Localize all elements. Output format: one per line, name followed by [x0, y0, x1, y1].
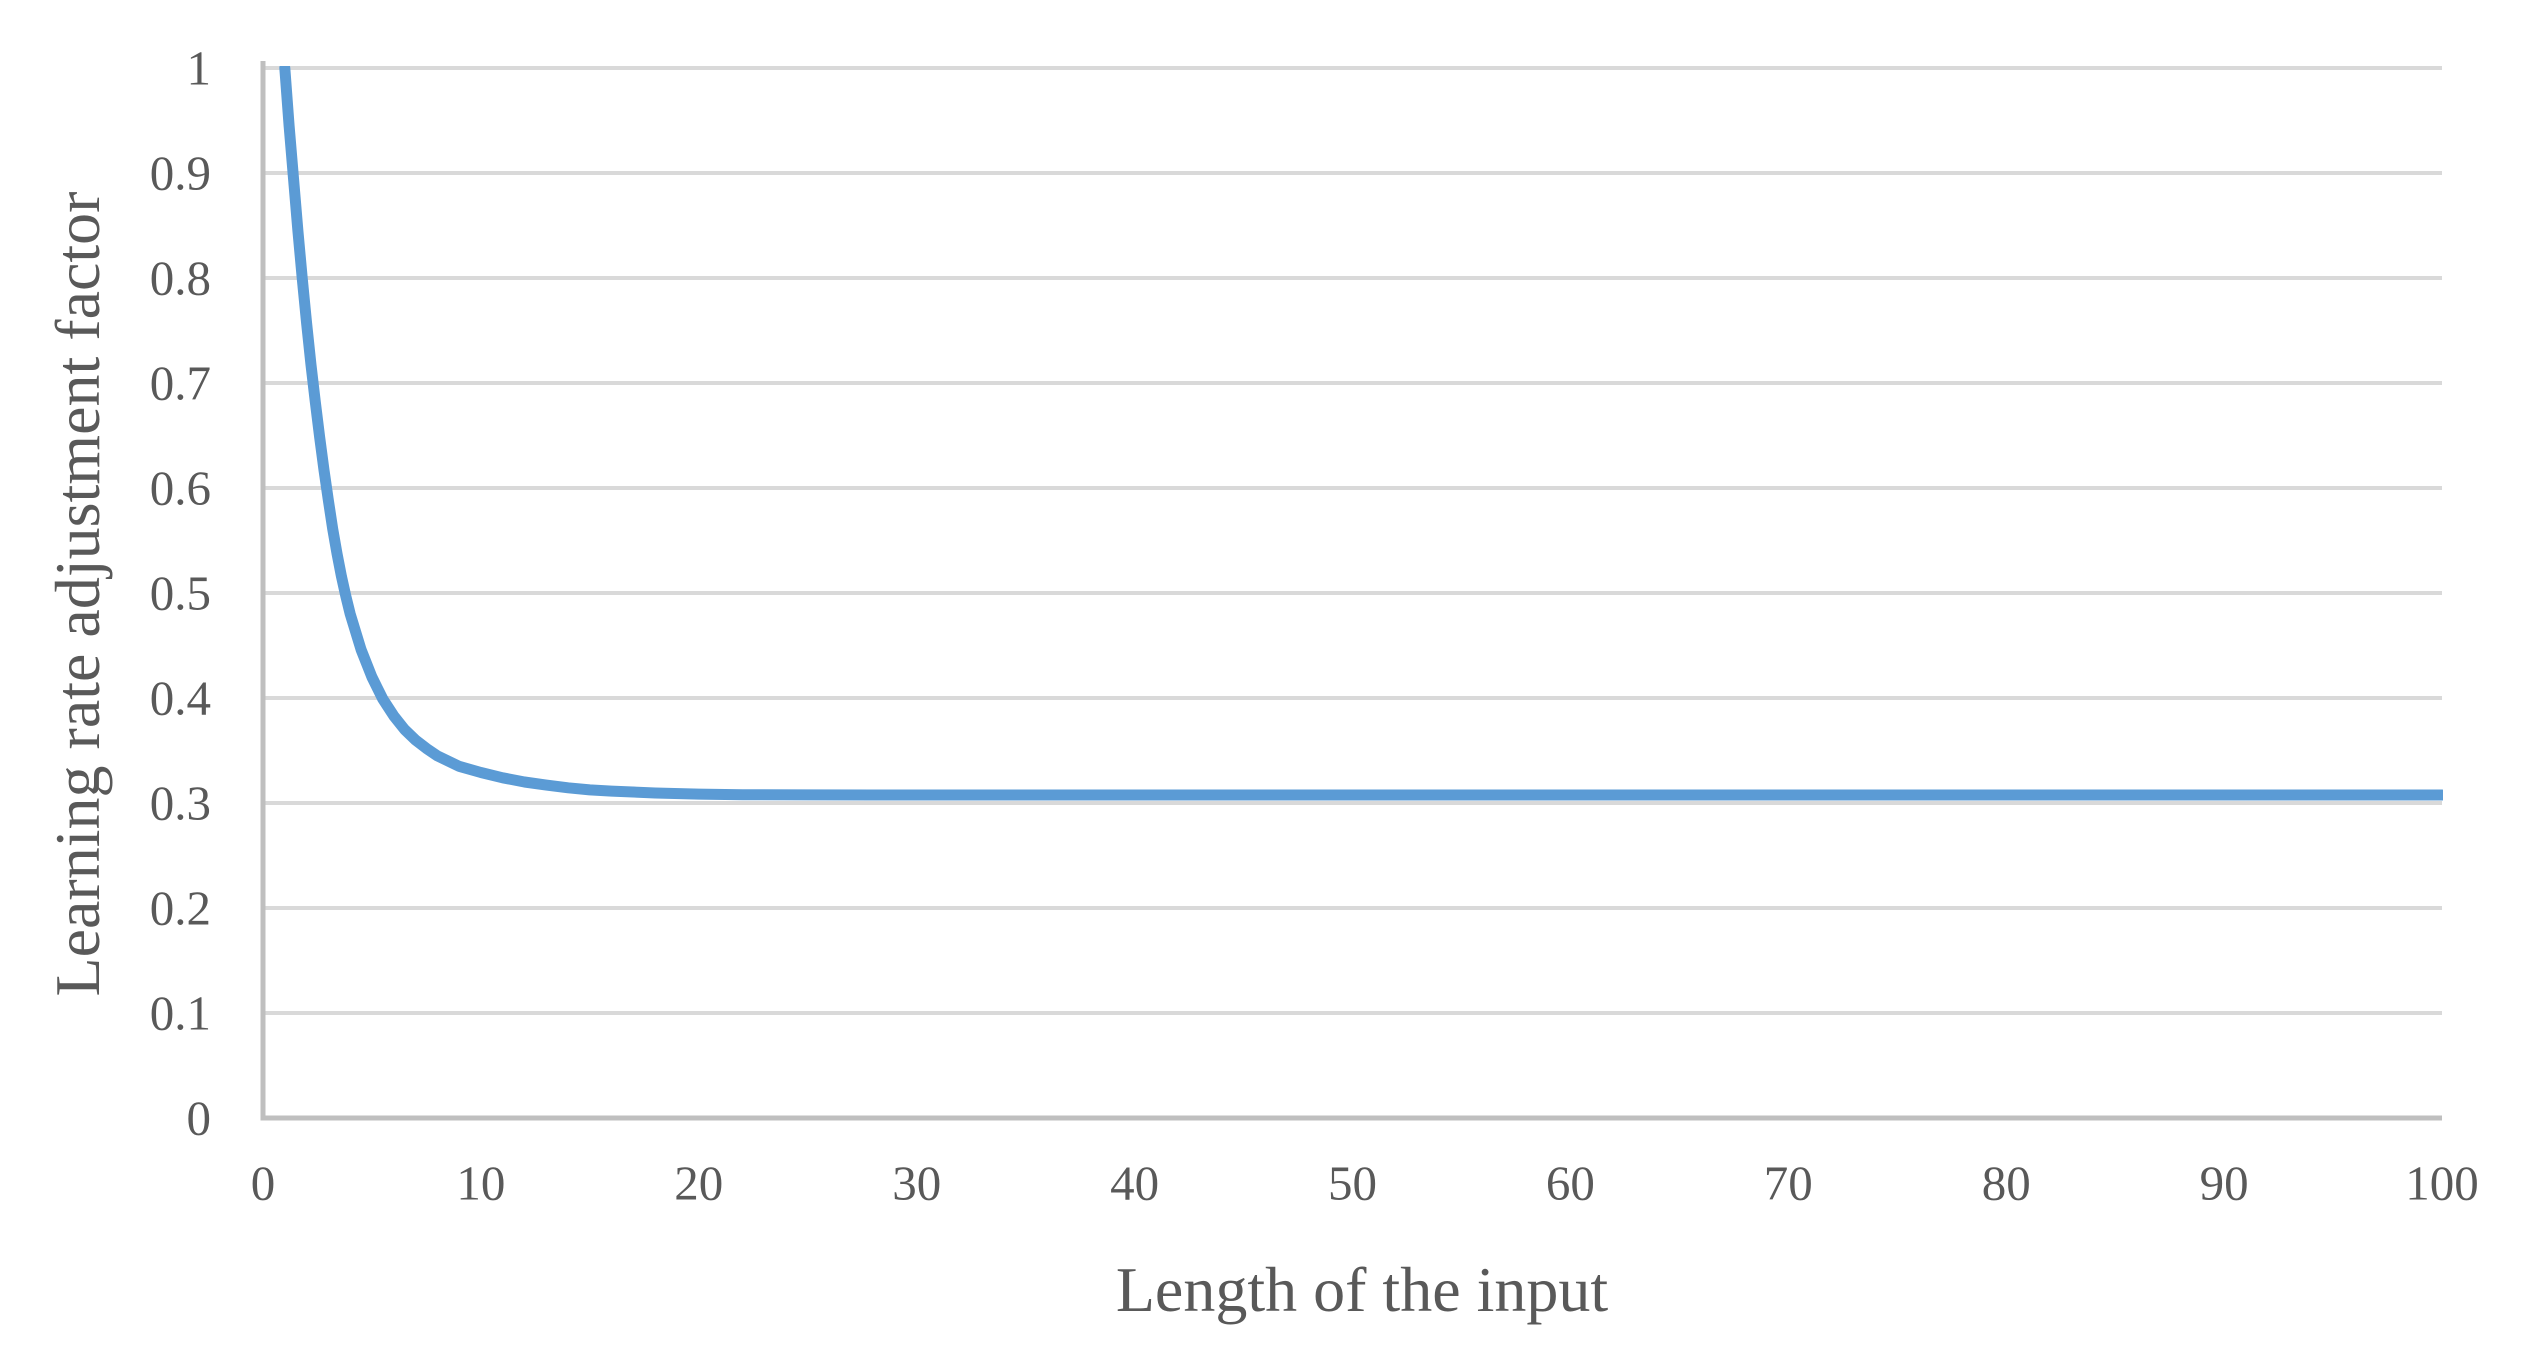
y-tick-label: 0	[186, 1090, 212, 1146]
x-tick-label: 70	[1763, 1155, 1813, 1211]
x-axis-title: Length of the input	[1115, 1254, 1609, 1325]
y-tick-label: 0.1	[149, 985, 211, 1041]
x-tick-label: 60	[1545, 1155, 1595, 1211]
y-tick-label: 0.3	[149, 775, 211, 831]
curve-learning-rate-adjustment	[279, 66, 2443, 801]
x-tick-label: 30	[892, 1155, 942, 1211]
x-tick-label: 90	[2199, 1155, 2249, 1211]
y-tick-label: 0.5	[149, 565, 211, 621]
y-tick-label: 0.9	[149, 145, 211, 201]
x-tick-label: 40	[1110, 1155, 1160, 1211]
y-tick-label: 0.6	[149, 460, 211, 516]
y-tick-label: 0.7	[149, 355, 211, 411]
y-tick-label: 0.2	[149, 880, 211, 936]
y-tick-label: 1	[186, 40, 212, 96]
y-tick-label: 0.4	[149, 670, 211, 726]
y-axis-title: Learning rate adjustment factor	[42, 191, 113, 997]
y-tick-label: 0.8	[149, 250, 211, 306]
x-tick-label: 80	[1981, 1155, 2031, 1211]
x-tick-label: 50	[1328, 1155, 1377, 1211]
x-tick-label: 20	[674, 1155, 724, 1211]
x-tick-label: 0	[250, 1155, 276, 1211]
x-tick-label: 100	[2405, 1155, 2479, 1211]
x-tick-label: 10	[456, 1155, 506, 1211]
gridlines	[263, 66, 2442, 1015]
